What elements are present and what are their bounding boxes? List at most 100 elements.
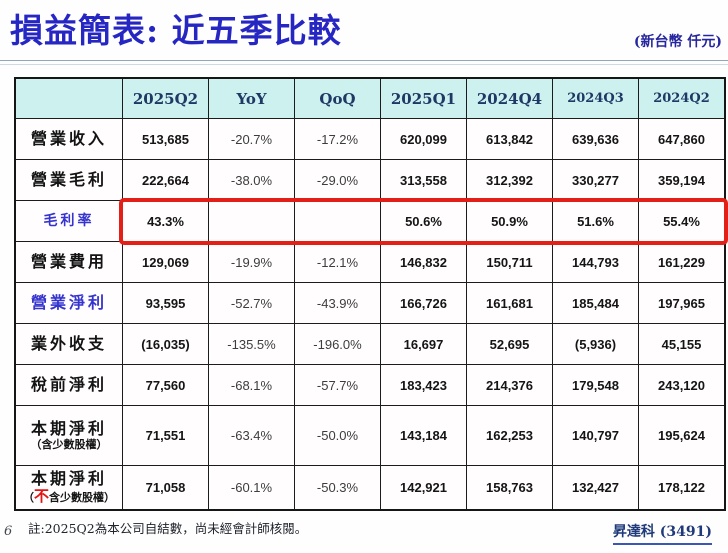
table-cell: -135.5%	[208, 323, 295, 365]
row-label: 本期淨利 （不含少數股權）	[14, 465, 123, 510]
table-cell: -57.7%	[294, 364, 381, 406]
table-row: 毛利率 43.3% 50.6% 50.9% 51.6% 55.4%	[14, 200, 726, 242]
row-label: 營業收入	[14, 118, 123, 160]
table-cell: 144,793	[552, 241, 639, 283]
table-cell: 312,392	[466, 159, 553, 201]
table-row: 營業淨利 93,595 -52.7% -43.9% 166,726 161,681 185,…	[14, 282, 726, 324]
table-cell: -38.0%	[208, 159, 295, 201]
table-cell: 222,664	[122, 159, 209, 201]
table-row: 營業收入 513,685 -20.7% -17.2% 620,099 613,842 639…	[14, 118, 726, 160]
table-cell: 179,548	[552, 364, 639, 406]
table-row: 本期淨利 （含少數股權） 71,551 -63.4% -50.0% 143,184 162,…	[14, 405, 726, 466]
table-cell: 639,636	[552, 118, 639, 160]
table-cell: -50.0%	[294, 405, 381, 466]
footnote: 註:2025Q2為本公司自結數，尚未經會計師核閱。	[28, 521, 308, 536]
table-cell: 161,681	[466, 282, 553, 324]
table-cell: 183,423	[380, 364, 467, 406]
table-cell: 146,832	[380, 241, 467, 283]
company-name: 昇達科 (3491)	[612, 521, 712, 545]
table-cell: (16,035)	[122, 323, 209, 365]
table-cell: 71,058	[122, 465, 209, 510]
column-header: YoY	[208, 77, 295, 119]
table-cell: 93,595	[122, 282, 209, 324]
table-cell: -196.0%	[294, 323, 381, 365]
financial-table: 2025Q2 YoY QoQ 2025Q1 2024Q4 2024Q3 2024Q2 營業收…	[14, 77, 726, 511]
table-cell: -68.1%	[208, 364, 295, 406]
table-cell: 150,711	[466, 241, 553, 283]
table-cell: 313,558	[380, 159, 467, 201]
table-cell: 330,277	[552, 159, 639, 201]
row-label: 稅前淨利	[14, 364, 123, 406]
table-cell: 140,797	[552, 405, 639, 466]
table-cell: 52,695	[466, 323, 553, 365]
row-label: 本期淨利 （含少數股權）	[14, 405, 123, 466]
column-header: 2024Q3	[552, 77, 639, 119]
table-cell: 143,184	[380, 405, 467, 466]
column-header: QoQ	[294, 77, 381, 119]
table-header: 2025Q2 YoY QoQ 2025Q1 2024Q4 2024Q3 2024Q2	[14, 77, 726, 119]
row-label: 營業費用	[14, 241, 123, 283]
table-cell: -19.9%	[208, 241, 295, 283]
row-label: 業外收支	[14, 323, 123, 365]
table-cell: (5,936)	[552, 323, 639, 365]
title-divider	[0, 60, 728, 65]
column-header	[14, 77, 123, 119]
row-sublabel: （含少數股權）	[30, 437, 108, 451]
table-cell: 50.6%	[380, 200, 467, 242]
table-cell: 620,099	[380, 118, 467, 160]
table-cell	[208, 200, 295, 242]
table-cell: 613,842	[466, 118, 553, 160]
table-cell: -52.7%	[208, 282, 295, 324]
table-cell: 129,069	[122, 241, 209, 283]
table-cell: 197,965	[638, 282, 726, 324]
row-label: 毛利率	[14, 200, 123, 242]
column-header: 2025Q1	[380, 77, 467, 119]
table-cell	[294, 200, 381, 242]
table-cell: 162,253	[466, 405, 553, 466]
page-title: 損益簡表: 近五季比較	[10, 11, 342, 50]
table-cell: -12.1%	[294, 241, 381, 283]
table-cell: -63.4%	[208, 405, 295, 466]
column-header: 2024Q2	[638, 77, 726, 119]
table-cell: 55.4%	[638, 200, 726, 242]
column-header: 2024Q4	[466, 77, 553, 119]
table-row: 營業毛利 222,664 -38.0% -29.0% 313,558 312,392 330…	[14, 159, 726, 201]
table-cell: -20.7%	[208, 118, 295, 160]
table-row: 本期淨利 （不含少數股權） 71,058 -60.1% -50.3% 142,921 158…	[14, 465, 726, 510]
table-cell: 71,551	[122, 405, 209, 466]
table-cell: 50.9%	[466, 200, 553, 242]
table-cell: 142,921	[380, 465, 467, 510]
page-number: 6	[4, 524, 13, 539]
table-cell: 166,726	[380, 282, 467, 324]
table-body: 營業收入 513,685 -20.7% -17.2% 620,099 613,842 639…	[14, 118, 726, 510]
header-row: 2025Q2 YoY QoQ 2025Q1 2024Q4 2024Q3 2024Q2	[14, 77, 726, 119]
row-sublabel: （不含少數股權）	[22, 487, 115, 506]
table-cell: 214,376	[466, 364, 553, 406]
table-cell: 185,484	[552, 282, 639, 324]
table-cell: 45,155	[638, 323, 726, 365]
table-cell: -43.9%	[294, 282, 381, 324]
table-cell: 43.3%	[122, 200, 209, 242]
table-cell: 359,194	[638, 159, 726, 201]
row-label: 營業淨利	[14, 282, 123, 324]
table-cell: 161,229	[638, 241, 726, 283]
table-cell: 243,120	[638, 364, 726, 406]
table-row: 營業費用 129,069 -19.9% -12.1% 146,832 150,711 144…	[14, 241, 726, 283]
table-cell: -17.2%	[294, 118, 381, 160]
table-cell: 158,763	[466, 465, 553, 510]
table-cell: 51.6%	[552, 200, 639, 242]
currency-unit-note: (新台幣 仟元)	[633, 34, 722, 50]
table-cell: 178,122	[638, 465, 726, 510]
table-row: 稅前淨利 77,560 -68.1% -57.7% 183,423 214,376 179,…	[14, 364, 726, 406]
table-cell: 77,560	[122, 364, 209, 406]
table-cell: 132,427	[552, 465, 639, 510]
table-cell: -50.3%	[294, 465, 381, 510]
table-cell: -60.1%	[208, 465, 295, 510]
table-cell: 647,860	[638, 118, 726, 160]
table-row: 業外收支 (16,035) -135.5% -196.0% 16,697 52,695 (5…	[14, 323, 726, 365]
table-cell: 16,697	[380, 323, 467, 365]
row-label: 營業毛利	[14, 159, 123, 201]
table-cell: -29.0%	[294, 159, 381, 201]
column-header: 2025Q2	[122, 77, 209, 119]
